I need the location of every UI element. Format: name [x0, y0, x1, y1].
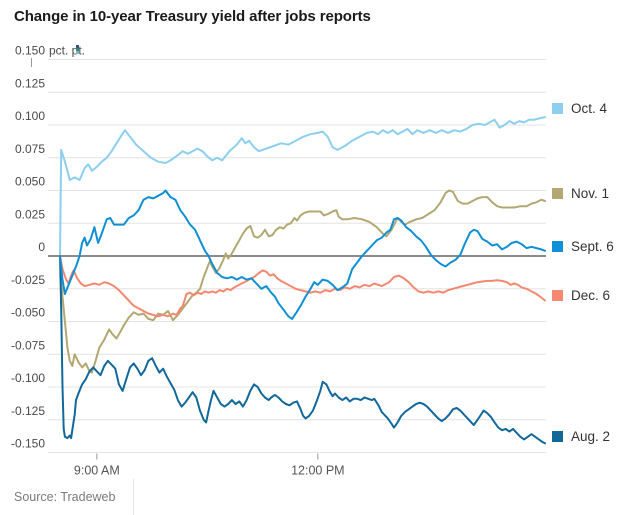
y-axis-tick-label: 0.075: [15, 142, 45, 156]
series-line-oct-4: [59, 116, 546, 257]
y-axis-tick-label: 0.050: [15, 175, 45, 189]
legend-label: Sept. 6: [571, 239, 614, 254]
y-axis-tick-label: 0: [38, 240, 45, 254]
source-credit: Source: Tradeweb: [14, 490, 116, 504]
y-axis-tick-label: 0.100: [15, 109, 45, 123]
y-axis-tick-label: 0.150: [15, 44, 45, 58]
legend-label: Nov. 1: [571, 186, 610, 201]
legend-item-oct-4: Oct. 4: [552, 101, 607, 116]
series-line-sept-6: [59, 189, 546, 320]
y-axis-tick-label: -0.100: [11, 371, 45, 385]
y-axis-tick-label: 0.025: [15, 207, 45, 221]
legend-swatch-icon: [552, 188, 563, 199]
series-line-aug-2: [59, 255, 546, 445]
legend-swatch-icon: [552, 290, 563, 301]
y-axis-unit-label: pct. pt.: [49, 44, 85, 58]
y-axis-tick-label: -0.125: [11, 404, 45, 418]
legend-swatch-icon: [552, 431, 563, 442]
y-axis-tick-label: -0.150: [11, 437, 45, 451]
series-line-nov-1: [59, 189, 546, 374]
x-axis-tick-label: 9:00 AM: [74, 464, 120, 478]
legend-swatch-icon: [552, 241, 563, 252]
legend-item-nov-1: Nov. 1: [552, 186, 609, 201]
screenshot-artifact: [76, 45, 79, 54]
y-axis-tick-label: -0.050: [11, 306, 45, 320]
legend-item-dec-6: Dec. 6: [552, 288, 610, 303]
legend-swatch-icon: [552, 103, 563, 114]
legend-label: Aug. 2: [571, 429, 611, 444]
legend-label: Oct. 4: [571, 101, 608, 116]
y-axis-tick-label: -0.075: [11, 338, 45, 352]
y-axis-tick-label: -0.025: [11, 273, 45, 287]
legend-item-aug-2: Aug. 2: [552, 429, 610, 444]
legend-label: Dec. 6: [571, 288, 611, 303]
chart-title: Change in 10-year Treasury yield after j…: [14, 8, 371, 25]
y-axis-tick-stub: [31, 58, 32, 67]
y-axis-tick-label: 0.125: [15, 76, 45, 90]
x-axis-tick-label: 12:00 PM: [291, 464, 345, 478]
legend-item-sept-6: Sept. 6: [552, 239, 614, 254]
footer-divider: [133, 479, 134, 515]
series-line-dec-6: [59, 255, 546, 318]
